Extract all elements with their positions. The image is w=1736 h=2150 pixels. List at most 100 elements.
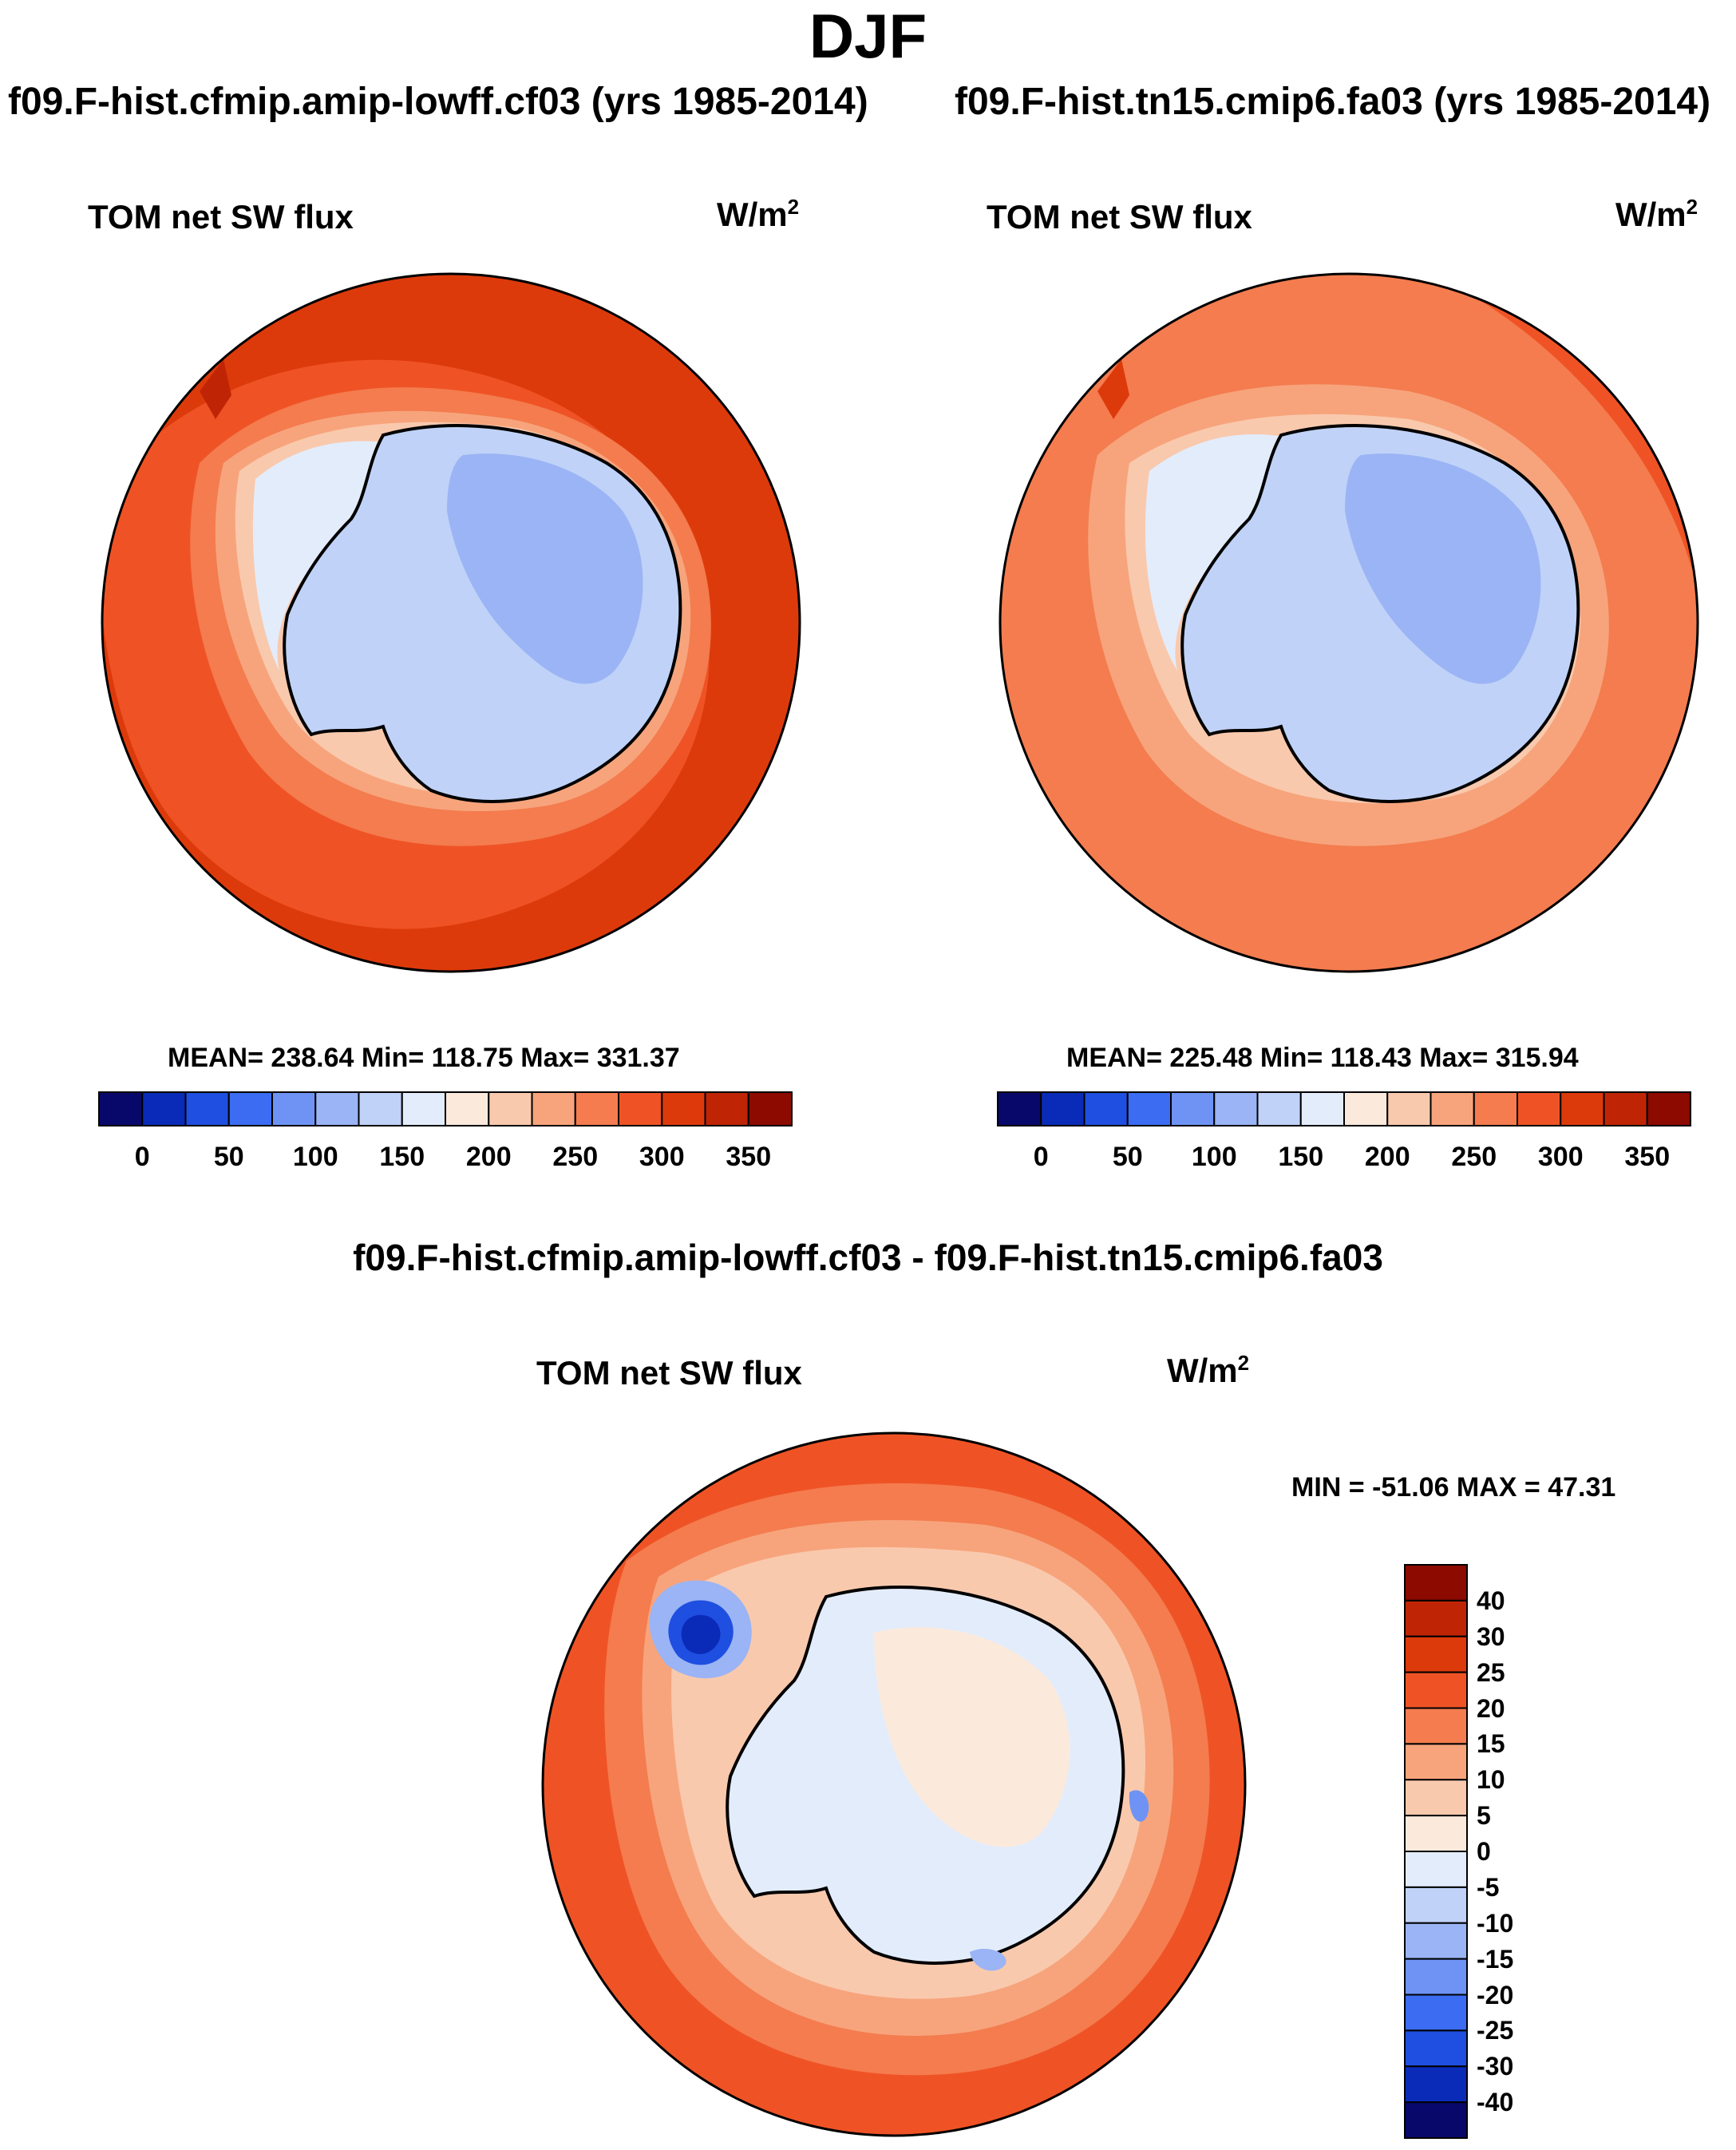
colorbar-tick-label: 0: [134, 1142, 150, 1172]
colorbar-swatch: [98, 1091, 144, 1126]
colorbar-swatch: [661, 1091, 706, 1126]
colorbar-swatch: [704, 1091, 749, 1126]
diff-blue-min-spot: [681, 1614, 721, 1654]
colorbar-tick-label: 30: [1477, 1621, 1505, 1651]
colorbar-tick-label: 25: [1477, 1657, 1505, 1687]
colorbar-swatch: [1404, 1958, 1468, 1996]
colorbar-swatch: [358, 1091, 403, 1126]
panel3-variable-label: TOM net SW flux: [536, 1354, 802, 1392]
colorbar-swatch: [1404, 1851, 1468, 1888]
colorbar-swatch: [1404, 2065, 1468, 2104]
colorbar-swatch: [1040, 1091, 1085, 1126]
colorbar-tick-label: 250: [1451, 1142, 1497, 1172]
colorbar-swatch: [1404, 2101, 1468, 2139]
colorbar-tick-label: 300: [1537, 1142, 1584, 1172]
east-antarctica-dark-region: [447, 453, 643, 684]
colorbar-swatch: [1404, 1815, 1468, 1852]
colorbar-tick-label: -10: [1477, 1908, 1514, 1938]
colorbar-tick-label: -20: [1477, 1980, 1514, 2009]
panel1-stats: MEAN= 238.64 Min= 118.75 Max= 331.37: [168, 1043, 680, 1073]
figure-title: DJF: [809, 1, 927, 71]
colorbar-swatch: [141, 1091, 187, 1126]
colorbar-swatch: [1170, 1091, 1216, 1126]
colorbar-tick-label: 50: [1112, 1142, 1143, 1172]
colorbar-swatch: [1386, 1091, 1432, 1126]
panel1-variable-label: TOM net SW flux: [88, 198, 354, 236]
colorbar-swatch: [1343, 1091, 1389, 1126]
panel3-map: [541, 1431, 1247, 2137]
colorbar-swatch: [618, 1091, 663, 1126]
colorbar-tick-label: 200: [465, 1142, 512, 1172]
colorbar-swatch: [1517, 1091, 1562, 1126]
south-america-tip: [200, 359, 231, 419]
colorbar-tick-label: 0: [1477, 1837, 1491, 1866]
panel1-colorbar: [98, 1091, 793, 1126]
panel3-stats: MIN = -51.06 MAX = 47.31: [1291, 1472, 1616, 1503]
colorbar-swatch: [997, 1091, 1042, 1126]
colorbar-tick-label: -5: [1477, 1872, 1500, 1902]
colorbar-swatch: [1473, 1091, 1518, 1126]
colorbar-swatch: [1646, 1091, 1691, 1126]
colorbar-swatch: [401, 1091, 446, 1126]
map-boundary: [101, 272, 801, 973]
colorbar-swatch: [1404, 1671, 1468, 1709]
colorbar-tick-label: 100: [292, 1142, 338, 1172]
colorbar-swatch: [1404, 1886, 1468, 1924]
colorbar-swatch: [184, 1091, 230, 1126]
panel2-variable-label: TOM net SW flux: [987, 198, 1252, 236]
panel1-map: [101, 272, 801, 973]
diff-dark-red-top: [543, 1433, 619, 1521]
colorbar-tick-label: -30: [1477, 2052, 1514, 2081]
colorbar-swatch: [488, 1091, 533, 1126]
difference-title: f09.F-hist.cfmip.amip-lowff.cf03 - f09.F…: [353, 1237, 1383, 1278]
colorbar-swatch: [1404, 1707, 1468, 1745]
colorbar-swatch: [1083, 1091, 1129, 1126]
colorbar-swatch: [1404, 1994, 1468, 2032]
colorbar-swatch: [1560, 1091, 1605, 1126]
colorbar-tick-label: 5: [1477, 1801, 1491, 1831]
colorbar-tick-label: 150: [1278, 1142, 1324, 1172]
colorbar-swatch: [1603, 1091, 1648, 1126]
panel1-case-title: f09.F-hist.cfmip.amip-lowff.cf03 (yrs 19…: [8, 81, 868, 123]
colorbar-tick-label: -25: [1477, 2016, 1514, 2045]
colorbar-tick-label: 300: [639, 1142, 685, 1172]
colorbar-tick-label: 50: [213, 1142, 244, 1172]
diff-blue-spot-south: [970, 1948, 1006, 1971]
colorbar-tick-label: 250: [552, 1142, 599, 1172]
colorbar-swatch: [1430, 1091, 1475, 1126]
colorbar-tick-label: 100: [1191, 1142, 1237, 1172]
colorbar-tick-label: 20: [1477, 1693, 1505, 1723]
colorbar-tick-label: 10: [1477, 1765, 1505, 1795]
colorbar-tick-label: 40: [1477, 1586, 1505, 1615]
colorbar-swatch: [574, 1091, 619, 1126]
colorbar-swatch: [531, 1091, 576, 1126]
colorbar-tick-label: -15: [1477, 1944, 1514, 1974]
colorbar-swatch: [1404, 1564, 1468, 1602]
colorbar-tick-label: 200: [1364, 1142, 1410, 1172]
colorbar-swatch: [445, 1091, 490, 1126]
colorbar-swatch: [1126, 1091, 1172, 1126]
panel2-colorbar: [997, 1091, 1691, 1126]
panel1-units-label: W/m2: [717, 195, 800, 233]
colorbar-tick-label: 350: [726, 1142, 772, 1172]
colorbar-swatch: [747, 1091, 793, 1126]
panel3-colorbar: [1404, 1564, 1468, 2139]
colorbar-swatch: [1213, 1091, 1259, 1126]
colorbar-swatch: [271, 1091, 317, 1126]
colorbar-swatch: [1404, 1635, 1468, 1673]
colorbar-swatch: [1404, 2029, 1468, 2068]
diff-blue-spot-east: [1129, 1790, 1149, 1822]
colorbar-tick-label: 150: [379, 1142, 425, 1172]
colorbar-tick-label: 350: [1624, 1142, 1671, 1172]
colorbar-tick-label: -40: [1477, 2088, 1514, 2117]
map-boundary: [541, 1431, 1247, 2137]
south-america-tip: [1097, 359, 1129, 419]
colorbar-tick-label: 15: [1477, 1729, 1505, 1759]
map-boundary: [998, 272, 1699, 973]
panel2-stats: MEAN= 225.48 Min= 118.43 Max= 315.94: [1066, 1043, 1579, 1073]
panel2-case-title: f09.F-hist.tn15.cmip6.fa03 (yrs 1985-201…: [955, 81, 1711, 123]
colorbar-swatch: [1256, 1091, 1302, 1126]
colorbar-swatch: [1299, 1091, 1345, 1126]
colorbar-swatch: [1404, 1922, 1468, 1960]
panel2-units-label: W/m2: [1615, 195, 1698, 233]
